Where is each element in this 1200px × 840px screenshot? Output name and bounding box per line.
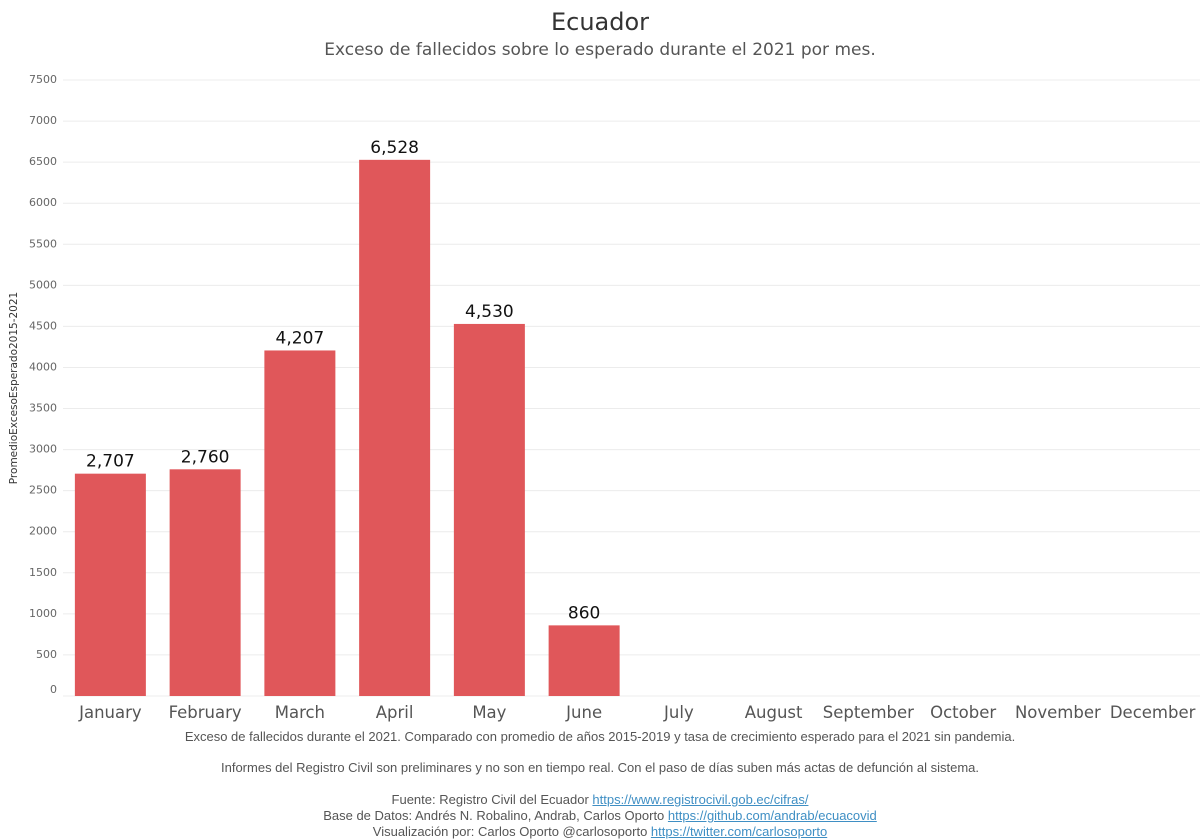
y-tick-label: 5000 bbox=[29, 278, 57, 291]
database-label: Base de Datos: Andrés N. Robalino, Andra… bbox=[323, 808, 665, 823]
bar-chart: 0 500 1000 1500 2000 2500 3000 3500 4000 4500 5000… bbox=[8, 73, 1200, 722]
x-tick-label: September bbox=[823, 703, 914, 722]
visualization-label: Visualización por: Carlos Oporto @carlos… bbox=[372, 824, 648, 839]
x-tick-label: July bbox=[663, 703, 694, 722]
note-preliminary: Informes del Registro Civil son prelimin… bbox=[221, 760, 979, 775]
x-tick-label: May bbox=[472, 703, 506, 722]
chart-title: Ecuador bbox=[550, 8, 650, 36]
bar-value-label: 6,528 bbox=[370, 138, 419, 158]
y-tick-label: 0 bbox=[50, 683, 57, 696]
database-line: Base de Datos: Andrés N. Robalino, Andra… bbox=[0, 808, 1200, 823]
x-tick-label: February bbox=[169, 703, 242, 722]
database-link[interactable]: https://github.com/andrab/ecuacovid bbox=[667, 808, 877, 823]
note-comparison: Exceso de fallecidos durante el 2021. Co… bbox=[184, 729, 1016, 744]
bar-april bbox=[359, 159, 431, 696]
x-tick-label: April bbox=[376, 703, 414, 722]
bar-january bbox=[74, 473, 146, 696]
x-tick-label: March bbox=[275, 703, 325, 722]
bar-value-label: 4,207 bbox=[276, 328, 325, 348]
visualization-line: Visualización por: Carlos Oporto @carlos… bbox=[0, 824, 1200, 839]
bar-june bbox=[548, 625, 620, 696]
y-tick-label: 1500 bbox=[29, 566, 57, 579]
y-tick-label: 7500 bbox=[29, 73, 57, 86]
y-axis-title: PromedioExcesoEsperado2015-2021 bbox=[8, 292, 20, 484]
bar-value-label: 4,530 bbox=[465, 302, 514, 322]
x-tick-label: December bbox=[1110, 703, 1196, 722]
y-tick-label: 6000 bbox=[29, 196, 57, 209]
bar-value-label: 2,707 bbox=[86, 452, 135, 472]
y-tick-label: 4000 bbox=[29, 360, 57, 373]
y-tick-label: 2500 bbox=[29, 484, 57, 497]
x-tick-label: October bbox=[930, 703, 996, 722]
y-tick-label: 4500 bbox=[29, 319, 57, 332]
twitter-link[interactable]: https://twitter.com/carlosoporto bbox=[650, 824, 828, 839]
y-tick-label: 5500 bbox=[29, 237, 57, 250]
bar-march bbox=[264, 350, 336, 696]
bar-value-label: 2,760 bbox=[181, 447, 230, 467]
x-tick-label: January bbox=[78, 703, 142, 722]
x-tick-label: June bbox=[565, 703, 602, 722]
x-tick-label: August bbox=[745, 703, 803, 722]
y-tick-label: 3000 bbox=[29, 443, 57, 456]
y-tick-label: 7000 bbox=[29, 114, 57, 127]
y-tick-label: 1000 bbox=[29, 607, 57, 620]
bar-february bbox=[169, 469, 241, 696]
source-link[interactable]: https://www.registrocivil.gob.ec/cifras/ bbox=[592, 792, 809, 807]
x-tick-label: November bbox=[1015, 703, 1101, 722]
y-tick-label: 3500 bbox=[29, 402, 57, 415]
y-tick-label: 500 bbox=[36, 648, 57, 661]
bar-may bbox=[453, 323, 525, 696]
bar-value-label: 860 bbox=[568, 603, 600, 623]
chart-subtitle: Exceso de fallecidos sobre lo esperado d… bbox=[324, 40, 876, 60]
y-tick-label: 2000 bbox=[29, 525, 57, 538]
source-line: Fuente: Registro Civil del Ecuador https… bbox=[0, 792, 1200, 807]
source-label: Fuente: Registro Civil del Ecuador bbox=[391, 792, 589, 807]
y-tick-label: 6500 bbox=[29, 155, 57, 168]
